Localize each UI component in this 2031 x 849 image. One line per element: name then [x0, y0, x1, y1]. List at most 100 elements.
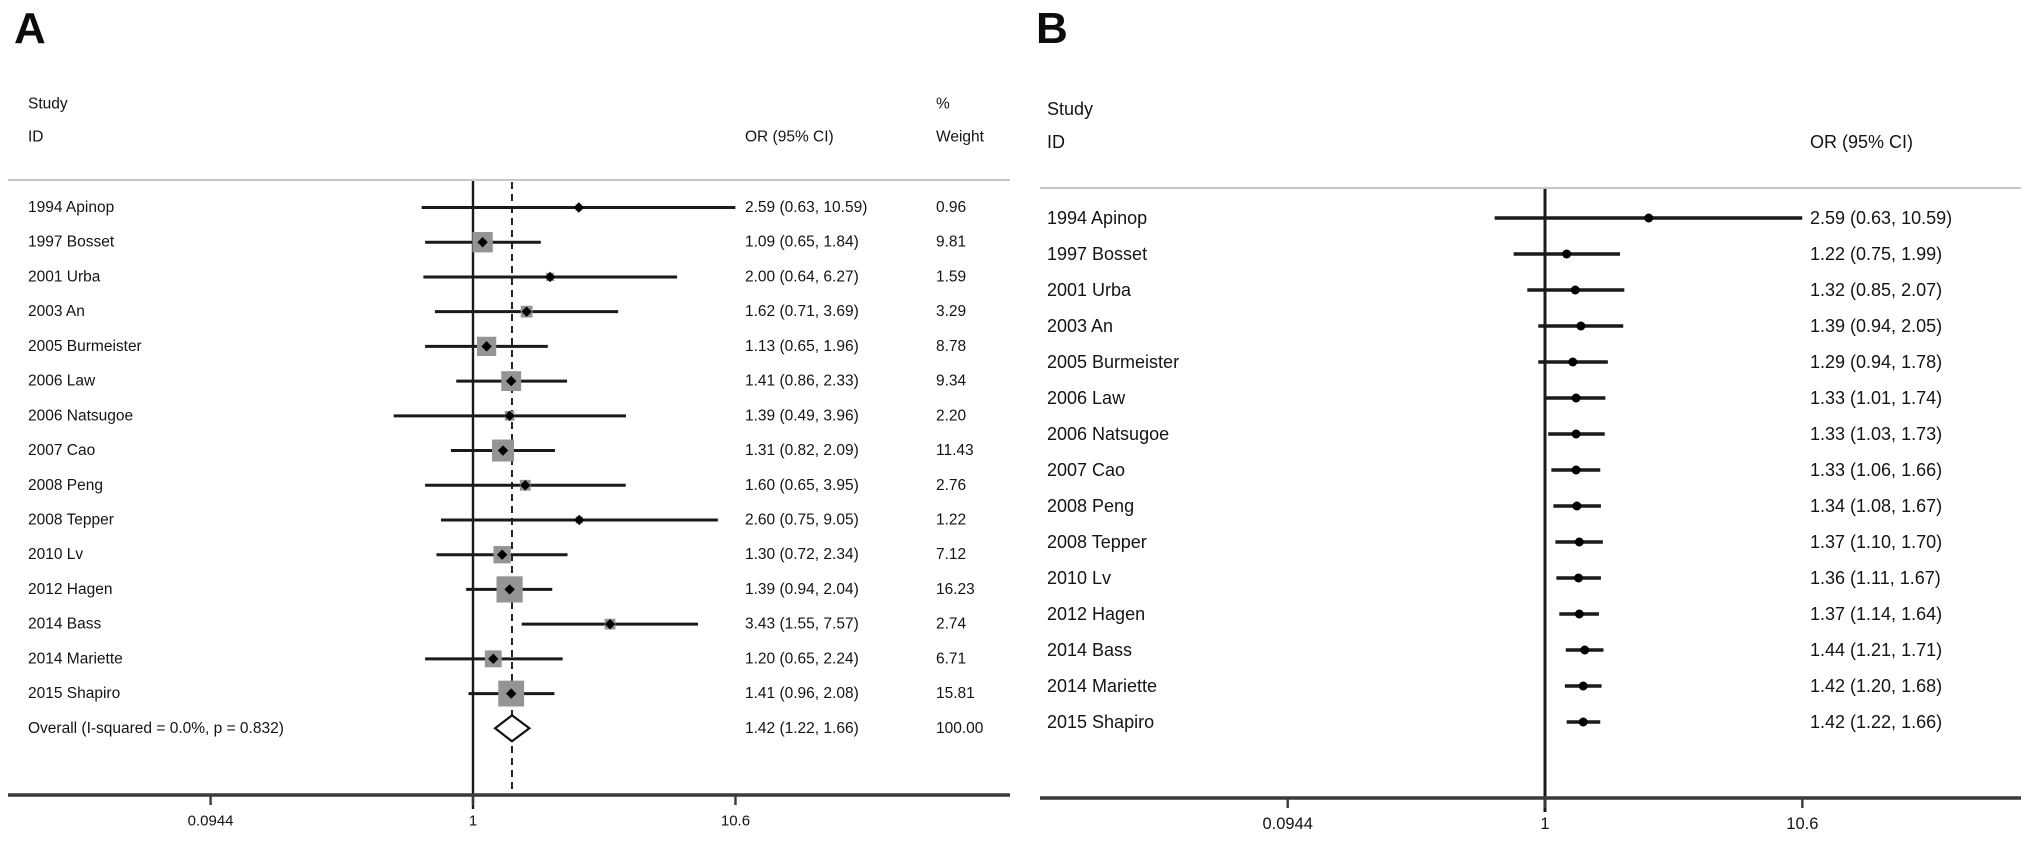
- point-estimate-marker: [1570, 285, 1580, 295]
- or-ci-value: 3.43 (1.55, 7.57): [745, 616, 859, 633]
- or-ci-value: 2.59 (0.63, 10.59): [1810, 208, 1952, 228]
- study-row-label: 1994 Apinop: [1047, 208, 1147, 228]
- or-ci-value: 1.30 (0.72, 2.34): [745, 546, 859, 563]
- study-row-label: 2006 Law: [28, 373, 96, 390]
- x-axis-tick-label: 1: [469, 813, 477, 830]
- point-estimate-marker: [1578, 717, 1588, 727]
- point-estimate-marker: [1574, 573, 1584, 583]
- overall-diamond: [493, 713, 532, 743]
- point-estimate-marker: [497, 445, 509, 456]
- or-ci-value: 1.33 (1.01, 1.74): [1810, 388, 1942, 408]
- or-ci-value: 1.33 (1.06, 1.66): [1810, 460, 1942, 480]
- weight-value: 2.20: [936, 407, 967, 424]
- or-ci-value: 1.42 (1.22, 1.66): [1810, 712, 1942, 732]
- study-row-label: 2006 Natsugoe: [28, 407, 133, 424]
- weight-value: 7.12: [936, 546, 966, 563]
- or-ci-value: 2.00 (0.64, 6.27): [745, 268, 859, 285]
- weight-value: 8.78: [936, 338, 966, 355]
- study-row-label: 2014 Mariette: [28, 650, 123, 667]
- column-header-or-ci: OR (95% CI): [745, 129, 834, 146]
- study-row-label: 1997 Bosset: [1047, 244, 1147, 264]
- x-axis-tick-label: 10.6: [1786, 815, 1818, 833]
- or-ci-value: 1.29 (0.94, 1.78): [1810, 352, 1942, 372]
- study-row-label: 2010 Lv: [1047, 568, 1111, 588]
- point-estimate-marker: [1644, 213, 1654, 223]
- point-estimate-marker: [496, 549, 508, 560]
- study-row-label: 2001 Urba: [1047, 280, 1132, 300]
- point-estimate-marker: [521, 306, 532, 317]
- panel-b-forest-plot: Study ID OR (95% CI) 1994 Apinop 2.59 (0.63,…: [1040, 99, 2021, 833]
- point-estimate-marker: [1568, 357, 1578, 367]
- column-header-id: ID: [28, 129, 44, 146]
- or-ci-value: 1.32 (0.85, 2.07): [1810, 280, 1942, 300]
- study-row-label: 2001 Urba: [28, 268, 101, 285]
- weight-value: 1.59: [936, 268, 966, 285]
- study-row-label: 2010 Lv: [28, 546, 83, 563]
- x-axis-tick-label: 10.6: [721, 813, 750, 830]
- x-axis-tick-label: 0.0944: [1262, 815, 1312, 833]
- or-ci-value: 1.62 (0.71, 3.69): [745, 303, 859, 320]
- column-header-weight: Weight: [936, 129, 985, 146]
- x-axis-tick-label: 0.0944: [188, 813, 234, 830]
- study-row-label: 2015 Shapiro: [28, 685, 120, 702]
- study-row-label: 2003 An: [28, 303, 85, 320]
- point-estimate-marker: [488, 653, 499, 665]
- or-ci-value: 1.34 (1.08, 1.67): [1810, 496, 1942, 516]
- point-estimate-marker: [506, 688, 517, 699]
- weight-value: 1.22: [936, 511, 966, 528]
- point-estimate-marker: [1574, 609, 1584, 619]
- point-estimate-marker: [574, 514, 585, 526]
- column-header-percent: %: [936, 96, 950, 113]
- weight-value: 6.71: [936, 650, 966, 667]
- or-ci-value: 1.42 (1.20, 1.68): [1810, 676, 1942, 696]
- study-row-label: 1997 Bosset: [28, 234, 115, 251]
- study-row-label: 2008 Peng: [28, 477, 103, 494]
- study-row-label: 2008 Tepper: [28, 511, 114, 528]
- point-estimate-marker: [520, 480, 531, 491]
- or-ci-value: 1.33 (1.03, 1.73): [1810, 424, 1942, 444]
- point-estimate-marker: [1571, 429, 1581, 439]
- weight-value: 9.81: [936, 234, 966, 251]
- point-estimate-marker: [504, 584, 515, 595]
- point-estimate-marker: [1571, 393, 1581, 403]
- point-estimate-marker: [1562, 249, 1572, 259]
- point-estimate-marker: [573, 202, 585, 213]
- study-row-label: 1994 Apinop: [28, 199, 114, 216]
- study-row-label: 2006 Natsugoe: [1047, 424, 1169, 444]
- study-row-label: 2012 Hagen: [28, 581, 112, 598]
- study-row-label: 2007 Cao: [28, 442, 95, 459]
- or-ci-value: 1.39 (0.49, 3.96): [745, 407, 859, 424]
- point-estimate-marker: [1571, 465, 1581, 475]
- or-ci-value: 1.20 (0.65, 2.24): [745, 650, 859, 667]
- column-header-id: ID: [1047, 132, 1065, 152]
- weight-value: 9.34: [936, 373, 967, 390]
- study-row-label: 2003 An: [1047, 316, 1113, 336]
- point-estimate-marker: [506, 375, 517, 387]
- overall-weight-value: 100.00: [936, 720, 984, 737]
- or-ci-value: 1.60 (0.65, 3.95): [745, 477, 859, 494]
- weight-value: 3.29: [936, 303, 966, 320]
- or-ci-value: 2.60 (0.75, 9.05): [745, 511, 859, 528]
- study-row-label: 2006 Law: [1047, 388, 1126, 408]
- weight-value: 0.96: [936, 199, 966, 216]
- study-row-label: 2005 Burmeister: [1047, 352, 1179, 372]
- overall-or-ci-value: 1.42 (1.22, 1.66): [745, 720, 859, 737]
- or-ci-value: 1.09 (0.65, 1.84): [745, 234, 859, 251]
- column-header-or-ci: OR (95% CI): [1810, 132, 1913, 152]
- study-row-label: 2014 Mariette: [1047, 676, 1157, 696]
- weight-value: 11.43: [936, 442, 974, 459]
- study-row-label: 2015 Shapiro: [1047, 712, 1154, 732]
- study-row-label: 2014 Bass: [1047, 640, 1132, 660]
- column-header-study: Study: [28, 96, 68, 113]
- or-ci-value: 1.22 (0.75, 1.99): [1810, 244, 1942, 264]
- panel-a-forest-plot: Study ID OR (95% CI)% Weight 1994 Apinop 2.59…: [8, 96, 1010, 830]
- study-row-label: 2005 Burmeister: [28, 338, 142, 355]
- point-estimate-marker: [544, 271, 556, 283]
- point-estimate-marker: [1572, 501, 1582, 511]
- or-ci-value: 2.59 (0.63, 10.59): [745, 199, 867, 216]
- overall-row-label: Overall (I-squared = 0.0%, p = 0.832): [28, 720, 284, 737]
- or-ci-value: 1.44 (1.21, 1.71): [1810, 640, 1942, 660]
- study-row-label: 2012 Hagen: [1047, 604, 1145, 624]
- or-ci-value: 1.41 (0.96, 2.08): [745, 685, 859, 702]
